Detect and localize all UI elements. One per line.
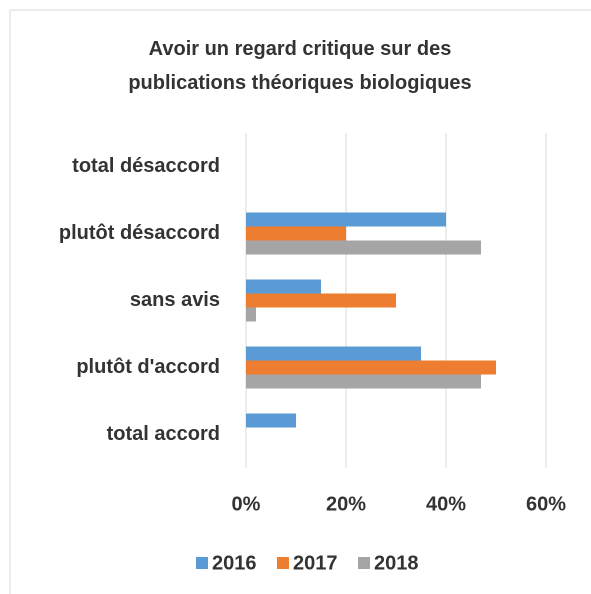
bar — [246, 360, 496, 375]
x-tick-label: 60% — [526, 493, 566, 515]
bar — [246, 307, 256, 322]
legend-label: 2018 — [374, 552, 419, 574]
bar — [246, 413, 296, 428]
y-tick-label: total accord — [107, 423, 220, 445]
legend-swatch — [196, 557, 208, 569]
bar — [246, 212, 446, 227]
y-tick-label: sans avis — [130, 289, 220, 311]
legend-label: 2017 — [293, 552, 338, 574]
legend-label: 2016 — [212, 552, 257, 574]
bar — [246, 346, 421, 361]
chart-title: Avoir un regard critique sur des publica… — [128, 38, 472, 94]
legend-swatch — [358, 557, 370, 569]
bar — [246, 279, 321, 294]
y-tick-label: total désaccord — [72, 155, 220, 177]
y-tick-label: plutôt désaccord — [59, 222, 220, 244]
bar — [246, 374, 481, 389]
x-tick-label: 0% — [232, 493, 261, 515]
bar — [246, 226, 346, 241]
bar — [246, 293, 396, 308]
x-tick-label: 20% — [326, 493, 366, 515]
legend-swatch — [277, 557, 289, 569]
bar — [246, 240, 481, 255]
y-tick-label: plutôt d'accord — [76, 356, 220, 378]
x-tick-label: 40% — [426, 493, 466, 515]
